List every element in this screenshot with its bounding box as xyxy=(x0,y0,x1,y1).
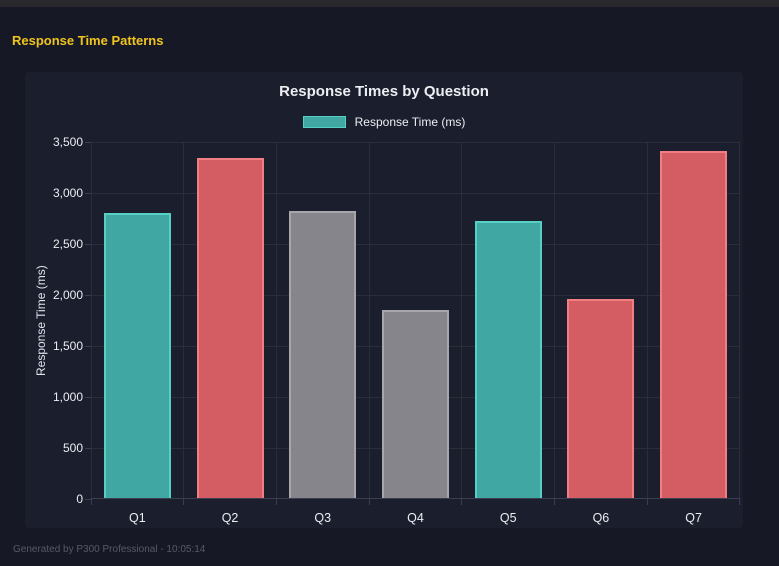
legend-label: Response Time (ms) xyxy=(354,115,466,129)
x-tick-label: Q2 xyxy=(221,511,239,525)
x-tick-labels: Q1 Q2 Q3 Q4 Q5 Q6 Q7 xyxy=(91,509,740,527)
y-tick-label: 3,000 xyxy=(52,186,83,200)
y-tick-label: 1,000 xyxy=(52,390,83,404)
chart-title: Response Times by Question xyxy=(279,83,489,100)
v-gridline xyxy=(554,142,556,499)
legend-swatch xyxy=(302,116,346,128)
x-tick-label: Q1 xyxy=(129,511,146,525)
bar-q7[interactable] xyxy=(660,150,728,499)
bar-q1[interactable] xyxy=(103,212,171,499)
y-tick-mark xyxy=(85,243,91,245)
bar-q2[interactable] xyxy=(196,158,264,499)
y-tick-mark xyxy=(85,141,91,143)
v-gridline xyxy=(646,142,648,499)
y-tick-mark xyxy=(85,498,91,500)
x-axis-baseline xyxy=(91,498,740,499)
plot-area xyxy=(85,141,740,505)
v-gridline xyxy=(738,142,740,499)
bar-q4[interactable] xyxy=(382,309,449,499)
bar-q3[interactable] xyxy=(289,211,357,499)
y-tick-labels: 0 500 1,000 1,500 2,000 2,500 3,000 3,500 xyxy=(25,135,83,506)
x-tick-mark xyxy=(738,499,740,505)
x-tick-label: Q5 xyxy=(499,511,517,525)
y-tick-mark xyxy=(85,396,91,398)
x-tick-label: Q3 xyxy=(314,511,332,525)
y-tick-label: 3,500 xyxy=(52,135,83,149)
y-tick-mark xyxy=(85,345,91,347)
y-tick-mark xyxy=(85,192,91,194)
v-gridline xyxy=(368,142,370,499)
x-tick-label: Q7 xyxy=(685,511,702,525)
chart-panel: Response Times by Question Response Time… xyxy=(25,72,743,528)
bar-q6[interactable] xyxy=(567,298,635,499)
y-tick-label: 1,500 xyxy=(52,339,83,353)
page-title: Response Time Patterns xyxy=(12,33,164,48)
y-tick-label: 500 xyxy=(62,441,83,455)
v-gridline xyxy=(183,142,185,499)
x-tick-mark xyxy=(554,499,556,505)
h-gridline xyxy=(91,243,740,245)
v-gridline xyxy=(461,142,463,499)
bar-q5[interactable] xyxy=(474,220,542,499)
h-gridline xyxy=(91,192,740,194)
y-tick-mark xyxy=(85,294,91,296)
x-tick-mark xyxy=(183,499,185,505)
h-gridline xyxy=(91,294,740,296)
y-tick-mark xyxy=(85,447,91,449)
x-tick-mark xyxy=(368,499,370,505)
x-tick-mark xyxy=(275,499,277,505)
x-tick-mark xyxy=(90,499,92,505)
top-strip xyxy=(0,0,779,7)
legend-item[interactable]: Response Time (ms) xyxy=(25,115,743,129)
v-gridline xyxy=(90,142,92,499)
y-tick-label: 2,000 xyxy=(52,288,83,302)
y-tick-label: 0 xyxy=(76,492,83,506)
x-tick-label: Q6 xyxy=(592,511,610,525)
footer-text: Generated by P300 Professional - 10:05:1… xyxy=(13,544,206,555)
x-tick-label: Q4 xyxy=(407,511,424,525)
y-tick-label: 2,500 xyxy=(52,237,83,251)
x-tick-mark xyxy=(646,499,648,505)
h-gridline xyxy=(91,141,740,143)
x-tick-mark xyxy=(461,499,463,505)
v-gridline xyxy=(275,142,277,499)
